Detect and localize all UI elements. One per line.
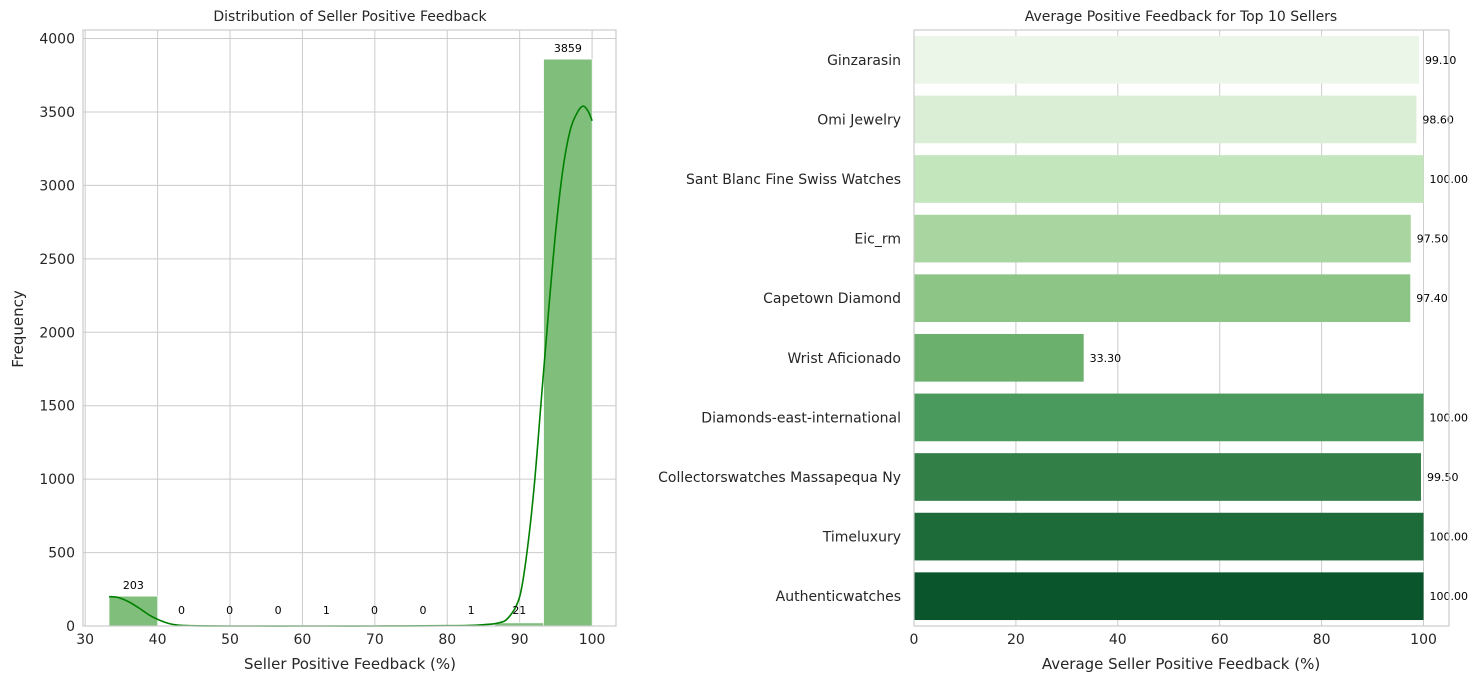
bar-x-tick-label: 0 (910, 632, 919, 648)
histogram-data-labels: 203 0 0 0 1 0 0 1 21 3859 (123, 42, 582, 617)
histogram-data-label: 0 (178, 604, 185, 617)
bar (914, 214, 1411, 263)
bar (914, 393, 1424, 442)
histogram-y-tick-label: 1000 (39, 472, 75, 488)
bar-x-tick-label: 80 (1313, 632, 1331, 648)
bar (914, 512, 1424, 561)
histogram-bar (108, 595, 158, 627)
bar-x-axis-label: Average Seller Positive Feedback (%) (1042, 655, 1320, 673)
bar (914, 35, 1419, 84)
bar-category-label: Capetown Diamond (763, 291, 901, 307)
histogram-x-tick-label: 30 (76, 632, 94, 648)
bar (914, 572, 1424, 621)
bar (914, 95, 1417, 144)
histogram-y-tick-label: 500 (48, 546, 75, 562)
histogram-frame (82, 29, 617, 627)
histogram-y-tick-label: 4000 (39, 32, 75, 48)
histogram-x-ticks: 30 40 50 60 70 80 90 100 (76, 632, 605, 648)
bar-category-label: Sant Blanc Fine Swiss Watches (686, 172, 901, 188)
histogram-x-tick-label: 50 (221, 632, 239, 648)
bar-category-label: Ginzarasin (827, 53, 901, 69)
bar-category-label: Eic_rm (854, 232, 901, 248)
bar (914, 274, 1411, 323)
histogram-data-label: 1 (468, 604, 475, 617)
bar (914, 155, 1424, 203)
bar-category-label: Collectorswatches Massapequa Ny (658, 470, 901, 486)
bar-category-label: Omi Jewelry (817, 112, 901, 128)
histogram-data-label: 0 (275, 604, 282, 617)
histogram-y-tick-label: 2000 (39, 325, 75, 341)
bar-data-label: 33.30 (1090, 352, 1122, 365)
bar-panel: Average Positive Feedback for Top 10 Sel… (658, 9, 1468, 673)
histogram-data-label: 0 (420, 604, 427, 617)
bar (914, 333, 1084, 382)
bar-x-tick-label: 40 (1109, 632, 1127, 648)
histogram-y-tick-label: 2500 (39, 252, 75, 268)
bar-x-tick-label: 60 (1211, 632, 1229, 648)
histogram-y-ticks: 0 500 1000 1500 2000 2500 3000 3500 4000 (39, 32, 75, 635)
histogram-x-tick-label: 80 (438, 632, 456, 648)
histogram-y-tick-label: 0 (66, 619, 75, 635)
histogram-x-tick-label: 90 (511, 632, 529, 648)
bar-category-label: Diamonds-east-international (701, 410, 901, 426)
histogram-y-tick-label: 1500 (39, 399, 75, 415)
histogram-x-tick-label: 70 (366, 632, 384, 648)
bar-series (914, 35, 1424, 621)
bar-category-labels: Ginzarasin Omi Jewelry Sant Blanc Fine Swi… (658, 53, 901, 605)
bar-category-label: Timeluxury (822, 530, 901, 546)
bar-data-label: 99.50 (1427, 471, 1459, 484)
histogram-data-label: 203 (123, 579, 144, 592)
histogram-data-label: 0 (226, 604, 233, 617)
histogram-data-label: 1 (323, 604, 330, 617)
bar-data-label: 97.40 (1416, 292, 1448, 305)
bar-data-label: 97.50 (1417, 233, 1449, 246)
histogram-x-tick-label: 40 (149, 632, 167, 648)
bar (914, 453, 1421, 501)
bar-category-label: Authenticwatches (776, 589, 901, 605)
bar-chart-title: Average Positive Feedback for Top 10 Sel… (1025, 9, 1337, 25)
histogram-data-label: 21 (512, 604, 526, 617)
histogram-x-tick-label: 60 (294, 632, 312, 648)
bar-x-tick-label: 20 (1007, 632, 1025, 648)
histogram-y-tick-label: 3500 (39, 105, 75, 121)
histogram-grid (83, 30, 616, 627)
histogram-x-axis-label: Seller Positive Feedback (%) (244, 655, 456, 673)
histogram-x-tick-label: 100 (579, 632, 606, 648)
bar-data-label: 99.10 (1425, 54, 1457, 67)
histogram-panel: Distribution of Seller Positive Feedback… (9, 9, 617, 673)
histogram-y-tick-label: 3000 (39, 178, 75, 194)
bar-category-label: Wrist Aficionado (787, 351, 901, 367)
bar-x-ticks: 0 20 40 60 80 100 (910, 632, 1437, 648)
bar-chart-frame (913, 29, 1450, 627)
histogram-data-label: 0 (371, 604, 378, 617)
bar-x-tick-label: 100 (1410, 632, 1437, 648)
bar-data-label: 98.60 (1422, 113, 1454, 126)
histogram-title: Distribution of Seller Positive Feedback (213, 9, 487, 25)
histogram-y-axis-label: Frequency (9, 290, 27, 368)
kde-curve (109, 105, 593, 627)
histogram-data-label: 3859 (554, 42, 582, 55)
